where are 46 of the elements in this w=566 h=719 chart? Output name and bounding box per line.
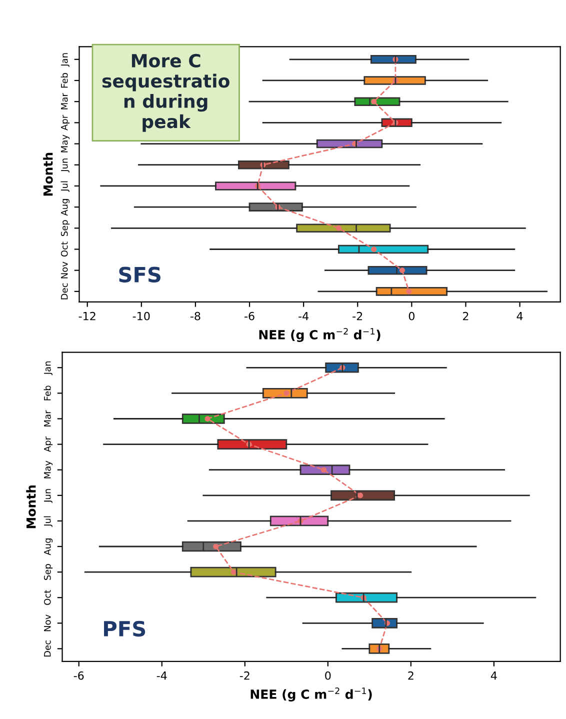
x-axis-title: NEE (g C m$^{−2}$ d$^{−1}$) <box>250 688 372 702</box>
y-tick-label: Jun <box>61 158 70 172</box>
y-tick-label: Jan <box>44 361 52 376</box>
x-tick-label: 4 <box>516 312 523 320</box>
y-axis-title: Month <box>43 152 53 196</box>
y-tick-label: Feb <box>44 386 51 400</box>
y-tick-label: May <box>44 460 53 478</box>
x-tick-label: 2 <box>463 312 468 320</box>
x-tick-label: -4 <box>298 312 308 320</box>
y-tick-label: Nov <box>61 262 68 278</box>
x-tick-label: -8 <box>190 312 200 320</box>
annotation: More C sequestratio n during peak <box>102 54 230 132</box>
x-axis-title: NEE (g C m$^{−2}$ d$^{−1}$) <box>259 328 380 342</box>
y-tick-label: Jul <box>44 516 52 527</box>
y-tick-label: Apr <box>44 436 53 452</box>
x-tick-label: 0 <box>325 671 331 680</box>
y-tick-label: Jul <box>60 181 70 192</box>
x-tick-label: -2 <box>352 312 362 320</box>
annotation: SFS <box>119 266 160 282</box>
y-tick-label: Mar <box>61 93 68 110</box>
y-tick-label: Aug <box>44 538 53 556</box>
x-tick-label: -6 <box>244 312 254 320</box>
annotation: PFS <box>104 620 146 637</box>
y-tick-label: May <box>61 134 70 152</box>
y-tick-label: Mar <box>44 410 51 426</box>
y-tick-label: Sep <box>60 220 70 236</box>
y-tick-label: Feb <box>60 72 68 88</box>
y-tick-label: Dec <box>44 640 51 657</box>
x-tick-label: -4 <box>156 672 167 680</box>
y-tick-label: Nov <box>44 614 51 632</box>
y-tick-label: Apr <box>61 114 70 130</box>
y-tick-label: Jun <box>44 489 52 503</box>
y-tick-label: Aug <box>61 199 70 216</box>
x-tick-label: 4 <box>490 672 497 680</box>
x-tick-label: -6 <box>74 671 84 680</box>
y-tick-label: Dec <box>61 283 68 300</box>
y-tick-label: Jan <box>61 53 70 67</box>
x-tick-label: -10 <box>132 312 150 320</box>
y-tick-label: Oct <box>60 242 68 257</box>
x-tick-label: 2 <box>408 671 414 680</box>
y-tick-label: Sep <box>44 564 53 580</box>
x-tick-label: -12 <box>78 312 96 320</box>
x-tick-label: -2 <box>240 671 250 680</box>
x-tick-label: 0 <box>408 312 414 320</box>
y-axis-title: Month <box>26 485 36 528</box>
y-tick-label: Oct <box>44 590 51 605</box>
